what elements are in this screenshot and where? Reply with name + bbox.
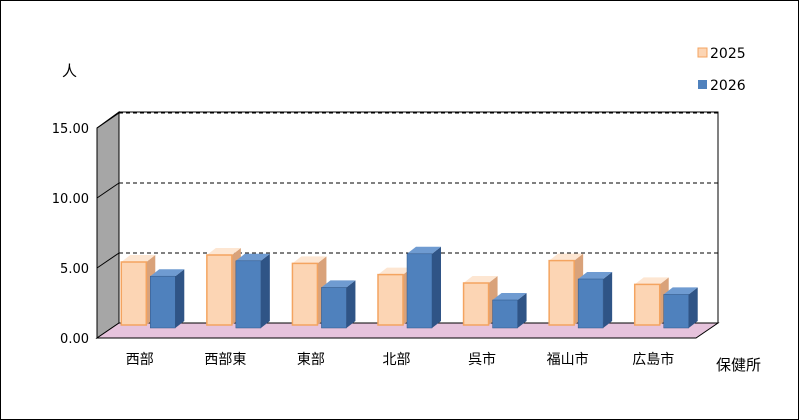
bar-top <box>321 280 356 288</box>
bar-side <box>175 269 185 328</box>
bar-top <box>407 246 441 254</box>
legend-swatch-2025 <box>697 47 708 58</box>
bar-2025-北部 <box>377 267 412 326</box>
bar-top <box>578 272 613 279</box>
bar-2026-西部 <box>150 269 185 329</box>
x-tick-label: 西部 <box>126 352 154 368</box>
bar-front <box>663 294 689 329</box>
bar-front <box>406 253 433 329</box>
bar-top <box>549 253 584 261</box>
y-axis-label: 人 <box>62 62 77 80</box>
bars <box>120 246 698 329</box>
bar-front <box>235 260 262 329</box>
bar-2026-呉市 <box>492 293 527 329</box>
bar-top <box>634 277 669 285</box>
bar-top <box>492 293 527 300</box>
left-wall <box>96 111 120 339</box>
bar-front <box>120 261 148 326</box>
x-tick-label: 東部 <box>297 352 325 368</box>
bar-front <box>577 278 604 329</box>
legend-label-2026: 2026 <box>710 78 746 94</box>
legend: 2025 2026 <box>697 46 746 94</box>
bar-2026-福山市 <box>577 272 613 329</box>
bar-side <box>346 280 356 328</box>
bar-front <box>321 287 347 329</box>
bar-front <box>291 262 319 326</box>
bar-front <box>633 283 661 326</box>
y-axis-ticks: 0.00 5.00 10.00 15.00 <box>52 122 89 347</box>
y-tick-label: 15.00 <box>52 122 89 137</box>
bar-side <box>517 293 527 328</box>
bar-side <box>688 287 698 328</box>
bar-side <box>432 246 441 328</box>
bar-side <box>260 253 270 328</box>
bar-top <box>663 287 698 295</box>
y-tick-label: 10.00 <box>52 192 89 207</box>
x-tick-label: 北部 <box>383 352 411 368</box>
gridline-wall <box>96 182 120 199</box>
y-tick-label: 0.00 <box>60 332 89 347</box>
bar-top <box>235 253 270 261</box>
x-axis-label: 保健所 <box>716 356 761 374</box>
bar-2026-東部 <box>321 280 356 329</box>
legend-swatch-2026 <box>698 80 707 89</box>
bar-front <box>150 275 176 329</box>
bar-front <box>377 273 404 326</box>
x-axis-ticks: 西部 西部東 東部 北部 呉市 福山市 広島市 <box>126 351 674 368</box>
legend-label-2025: 2025 <box>710 46 746 62</box>
gridline-wall <box>96 252 120 269</box>
bar-top <box>150 269 185 277</box>
bar-2026-広島市 <box>663 287 698 329</box>
bar-2026-北部 <box>406 246 441 329</box>
bar-2026-西部東 <box>235 253 270 329</box>
bar-front <box>492 299 518 329</box>
y-tick-label: 5.00 <box>60 262 89 277</box>
bar-top <box>121 255 156 262</box>
x-tick-label: 福山市 <box>547 351 589 368</box>
bar-top <box>292 256 327 264</box>
x-tick-label: 呉市 <box>468 351 496 368</box>
bar-front <box>548 259 575 326</box>
x-tick-label: 広島市 <box>632 351 674 368</box>
gridline-wall <box>96 112 120 129</box>
bar-top <box>206 248 241 255</box>
bar-front <box>462 282 490 326</box>
x-tick-label: 西部東 <box>204 352 246 368</box>
bar-top <box>463 276 498 283</box>
bar-front <box>206 254 233 326</box>
bar-2025-呉市 <box>462 276 498 326</box>
bar-top <box>378 267 412 275</box>
bar-side <box>603 272 613 328</box>
